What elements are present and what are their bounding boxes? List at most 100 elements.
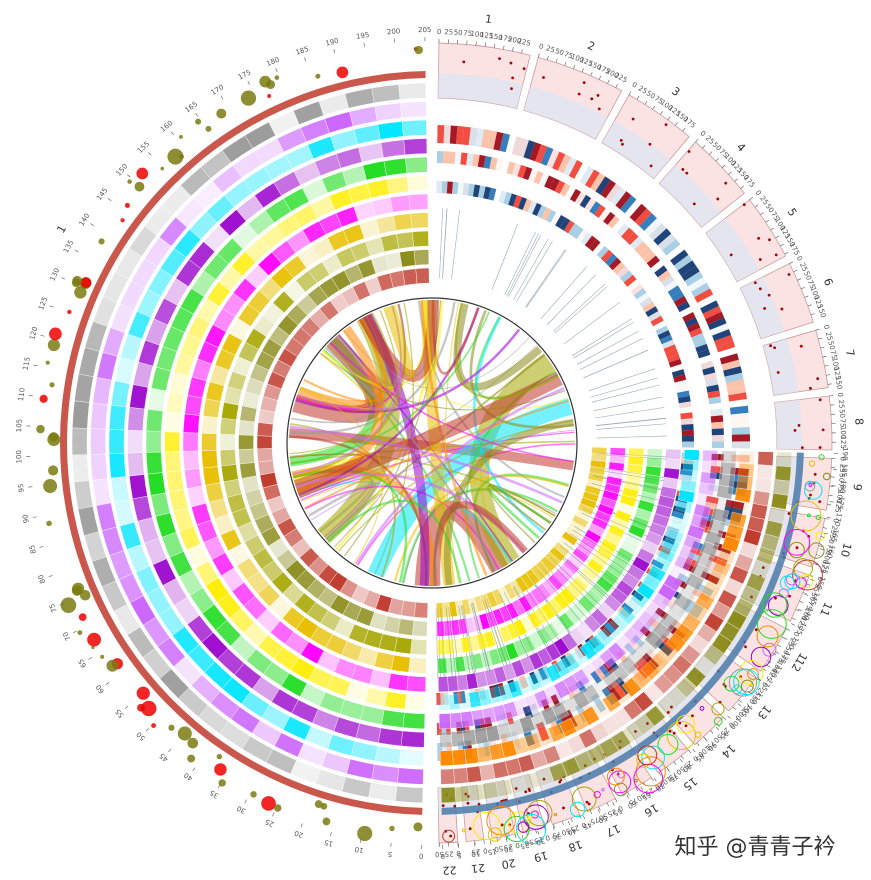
track-cell — [400, 101, 427, 119]
sector-dot — [821, 428, 825, 432]
ring-bubble — [815, 531, 826, 541]
sector-dot — [681, 168, 685, 171]
sector-dot — [818, 446, 822, 449]
track-cell — [271, 240, 296, 264]
track-cell — [526, 672, 543, 692]
tick — [582, 815, 586, 820]
heatmap-cell — [703, 372, 717, 382]
heatmap-cell — [657, 270, 672, 283]
heatmap-cell — [710, 415, 724, 423]
track-cell — [72, 400, 90, 429]
track-cell — [405, 156, 428, 174]
bubble — [78, 613, 87, 622]
ring-bubble — [571, 786, 597, 812]
track-cell — [274, 732, 304, 758]
track-cell — [601, 692, 622, 713]
bubble — [151, 723, 156, 728]
track-cell — [717, 547, 737, 565]
tick — [73, 630, 77, 634]
track-cell — [756, 464, 773, 480]
tick — [673, 761, 677, 765]
ring-bubble — [601, 787, 605, 792]
heatmap-cell — [725, 499, 745, 510]
heatmap-cell — [506, 161, 516, 175]
sector-dot — [687, 150, 691, 153]
tick-label: 25 — [786, 636, 797, 648]
heatmap-cell — [604, 253, 618, 267]
heatmap-cell — [481, 129, 491, 149]
heatmap-cell — [436, 692, 441, 705]
heatmap-cell — [589, 201, 601, 215]
ring-bubble — [728, 668, 758, 697]
heatmap-cell — [584, 198, 597, 212]
heatmap-cell — [674, 379, 688, 388]
track-cell — [109, 404, 127, 431]
track-cell — [231, 223, 259, 250]
tick — [804, 593, 809, 597]
track-cell — [232, 150, 263, 178]
heatmap-cell — [694, 288, 714, 303]
ring-bubble — [527, 814, 533, 821]
link — [289, 425, 563, 504]
tick — [710, 730, 714, 734]
bubble — [80, 277, 92, 288]
tick — [32, 516, 37, 518]
track-cell — [410, 638, 428, 656]
tick — [535, 829, 537, 834]
track-cell — [184, 394, 203, 416]
heatmap-cell — [518, 675, 529, 689]
track-cell — [712, 558, 732, 577]
track-cell — [493, 665, 508, 684]
track-cell — [412, 230, 429, 248]
heatmap-cell — [627, 594, 641, 606]
track-cell — [579, 641, 598, 661]
track-cell — [244, 534, 266, 557]
sector-inner-band — [601, 120, 670, 179]
heatmap-cell — [522, 705, 534, 720]
ring-bubble — [732, 684, 743, 695]
tick-label: 75 — [627, 796, 639, 807]
track-cell — [695, 591, 715, 611]
track-cell — [333, 657, 357, 679]
track-cell — [371, 84, 401, 104]
track-cell — [448, 601, 458, 618]
track-cell — [73, 480, 94, 510]
track-cell — [221, 402, 239, 421]
track-cell — [608, 461, 625, 472]
heatmap-cell — [679, 474, 692, 482]
annotation-line — [556, 550, 610, 598]
sector-inner-band — [461, 785, 480, 812]
tick — [806, 583, 811, 586]
track-cell — [677, 489, 696, 504]
annotation-line — [513, 238, 549, 300]
heatmap-cell — [667, 285, 682, 297]
tick — [88, 657, 93, 660]
ring-bubble — [733, 668, 760, 696]
bubble — [124, 202, 130, 208]
track-cell — [389, 194, 411, 213]
track-cell — [138, 339, 160, 367]
track-cell — [321, 171, 348, 194]
track-cell — [577, 502, 595, 516]
track-cell — [669, 518, 688, 534]
track-cell — [386, 176, 409, 195]
heatmap-cell — [716, 340, 736, 353]
sector-dot — [729, 253, 733, 257]
heatmap-cell — [680, 463, 694, 471]
ring-bubble — [784, 573, 801, 590]
heatmap-cell — [495, 158, 504, 172]
track-cell — [169, 371, 189, 395]
annotation-line — [442, 208, 448, 279]
tick — [333, 48, 336, 53]
sector-inner-band — [438, 73, 523, 109]
heatmap-cell — [620, 270, 633, 283]
heatmap-cell — [702, 366, 716, 376]
track-cell — [498, 625, 513, 643]
track-cell — [307, 136, 336, 160]
bubble — [414, 45, 423, 55]
tick-label: 35 — [551, 832, 562, 842]
heatmap-cell — [517, 164, 527, 179]
sector-dot — [631, 117, 635, 121]
ring-bubble — [822, 472, 831, 481]
track-cell — [666, 632, 687, 653]
